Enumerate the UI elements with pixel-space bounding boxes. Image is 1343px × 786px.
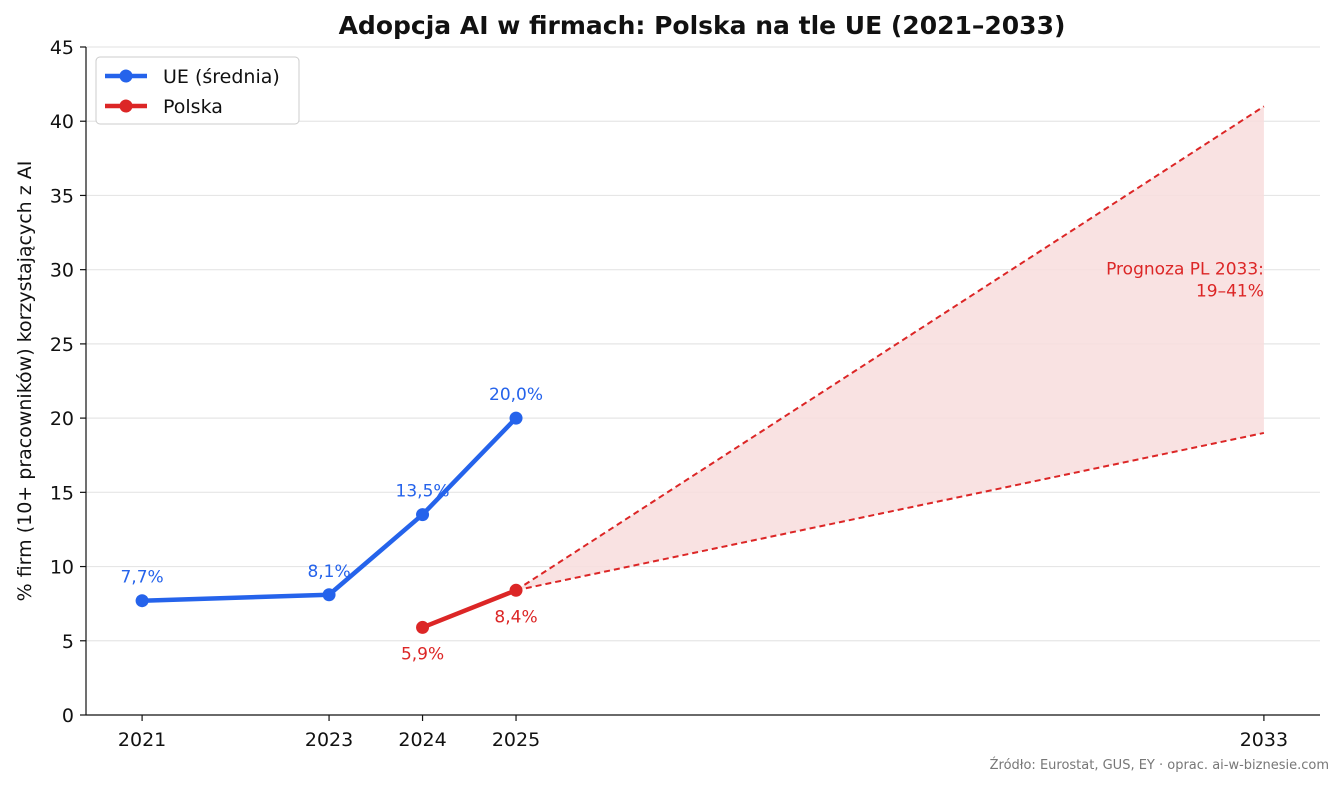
data-point [135, 594, 149, 608]
source-note: Źródło: Eurostat, GUS, EY · oprac. ai-w-… [990, 757, 1329, 773]
y-tick-label: 45 [50, 37, 74, 59]
legend-label: UE (średnia) [163, 66, 280, 88]
y-tick-label: 35 [50, 185, 74, 207]
x-ticks: 2021 2023 2024 2025 2033 [118, 715, 1288, 751]
chart-title: Adopcja AI w firmach: Polska na tle UE (… [339, 11, 1066, 40]
y-tick-label: 15 [50, 482, 74, 504]
y-tick-label: 40 [50, 111, 74, 133]
data-point [322, 588, 336, 602]
y-tick-label: 5 [62, 631, 74, 653]
y-tick-label: 25 [50, 334, 74, 356]
x-tick-label: 2021 [118, 729, 166, 751]
legend-swatch-marker [119, 69, 133, 83]
y-tick-label: 10 [50, 557, 74, 579]
y-tick-label: 30 [50, 260, 74, 282]
data-label: 5,9% [401, 644, 444, 664]
legend-swatch-marker [119, 99, 133, 113]
forecast-band: Prognoza PL 2033:19–41% [515, 105, 1265, 592]
data-point [416, 508, 430, 522]
legend-label: Polska [163, 96, 223, 118]
forecast-lower-line [515, 431, 1265, 592]
data-label: 8,4% [494, 607, 537, 627]
forecast-upper-line [515, 105, 1265, 592]
x-tick-label: 2024 [398, 729, 446, 751]
x-tick-label: 2023 [305, 729, 353, 751]
grid [86, 46, 1320, 642]
series-group: 7,7% 8,1% 13,5% 20,0% 5,9% 8,4% [120, 385, 543, 664]
y-ticks: 0 5 10 15 20 25 30 35 40 45 [50, 37, 86, 727]
data-point [509, 411, 523, 425]
data-label: 13,5% [396, 482, 450, 502]
y-tick-label: 0 [62, 705, 74, 727]
data-point [509, 583, 523, 597]
forecast-annotation: Prognoza PL 2033: [1106, 260, 1264, 280]
series-line [420, 588, 519, 630]
forecast-annotation: 19–41% [1196, 282, 1264, 302]
data-label: 20,0% [489, 385, 543, 405]
series-line [139, 415, 519, 603]
y-axis-label: % firm (10+ pracowników) korzystających … [14, 161, 36, 602]
data-point [416, 620, 430, 634]
x-tick-label: 2033 [1240, 729, 1288, 751]
axes [85, 47, 1320, 716]
data-label: 8,1% [307, 562, 350, 582]
data-label: 7,7% [120, 568, 163, 588]
x-tick-label: 2025 [492, 729, 540, 751]
legend: UE (średnia) Polska [95, 56, 300, 125]
y-tick-label: 20 [50, 408, 74, 430]
